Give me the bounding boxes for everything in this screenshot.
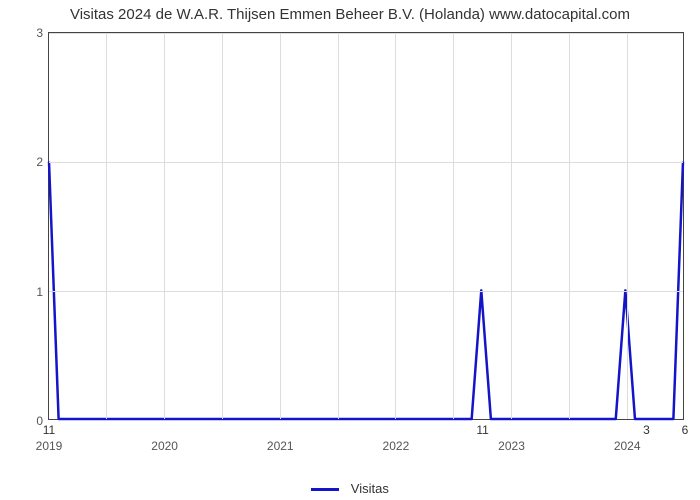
vgridline (164, 33, 165, 419)
data-point-label: 11 (43, 419, 55, 437)
vgridline (222, 33, 223, 419)
legend: Visitas (0, 481, 700, 496)
data-point-label: 11 (476, 419, 488, 437)
data-point-label: 3 (643, 419, 650, 437)
vgridline (569, 33, 570, 419)
x-tick-label: 2021 (267, 419, 294, 453)
x-tick-label: 2022 (383, 419, 410, 453)
data-point-label: 6 (682, 419, 689, 437)
x-tick-label: 2020 (151, 419, 178, 453)
plot-area: 0123201920202021202220232024111136 (48, 32, 684, 420)
x-tick-label: 2023 (498, 419, 525, 453)
y-tick-label: 3 (36, 26, 49, 40)
y-tick-label: 1 (36, 285, 49, 299)
line-series (49, 33, 683, 419)
legend-swatch (311, 488, 339, 491)
chart-title: Visitas 2024 de W.A.R. Thijsen Emmen Beh… (0, 6, 700, 23)
y-tick-label: 2 (36, 155, 49, 169)
vgridline (453, 33, 454, 419)
vgridline (627, 33, 628, 419)
hgridline (49, 33, 683, 34)
x-tick-label: 2024 (614, 419, 641, 453)
vgridline (338, 33, 339, 419)
vgridline (280, 33, 281, 419)
legend-label: Visitas (351, 481, 389, 496)
vgridline (395, 33, 396, 419)
vgridline (106, 33, 107, 419)
hgridline (49, 162, 683, 163)
hgridline (49, 291, 683, 292)
vgridline (511, 33, 512, 419)
